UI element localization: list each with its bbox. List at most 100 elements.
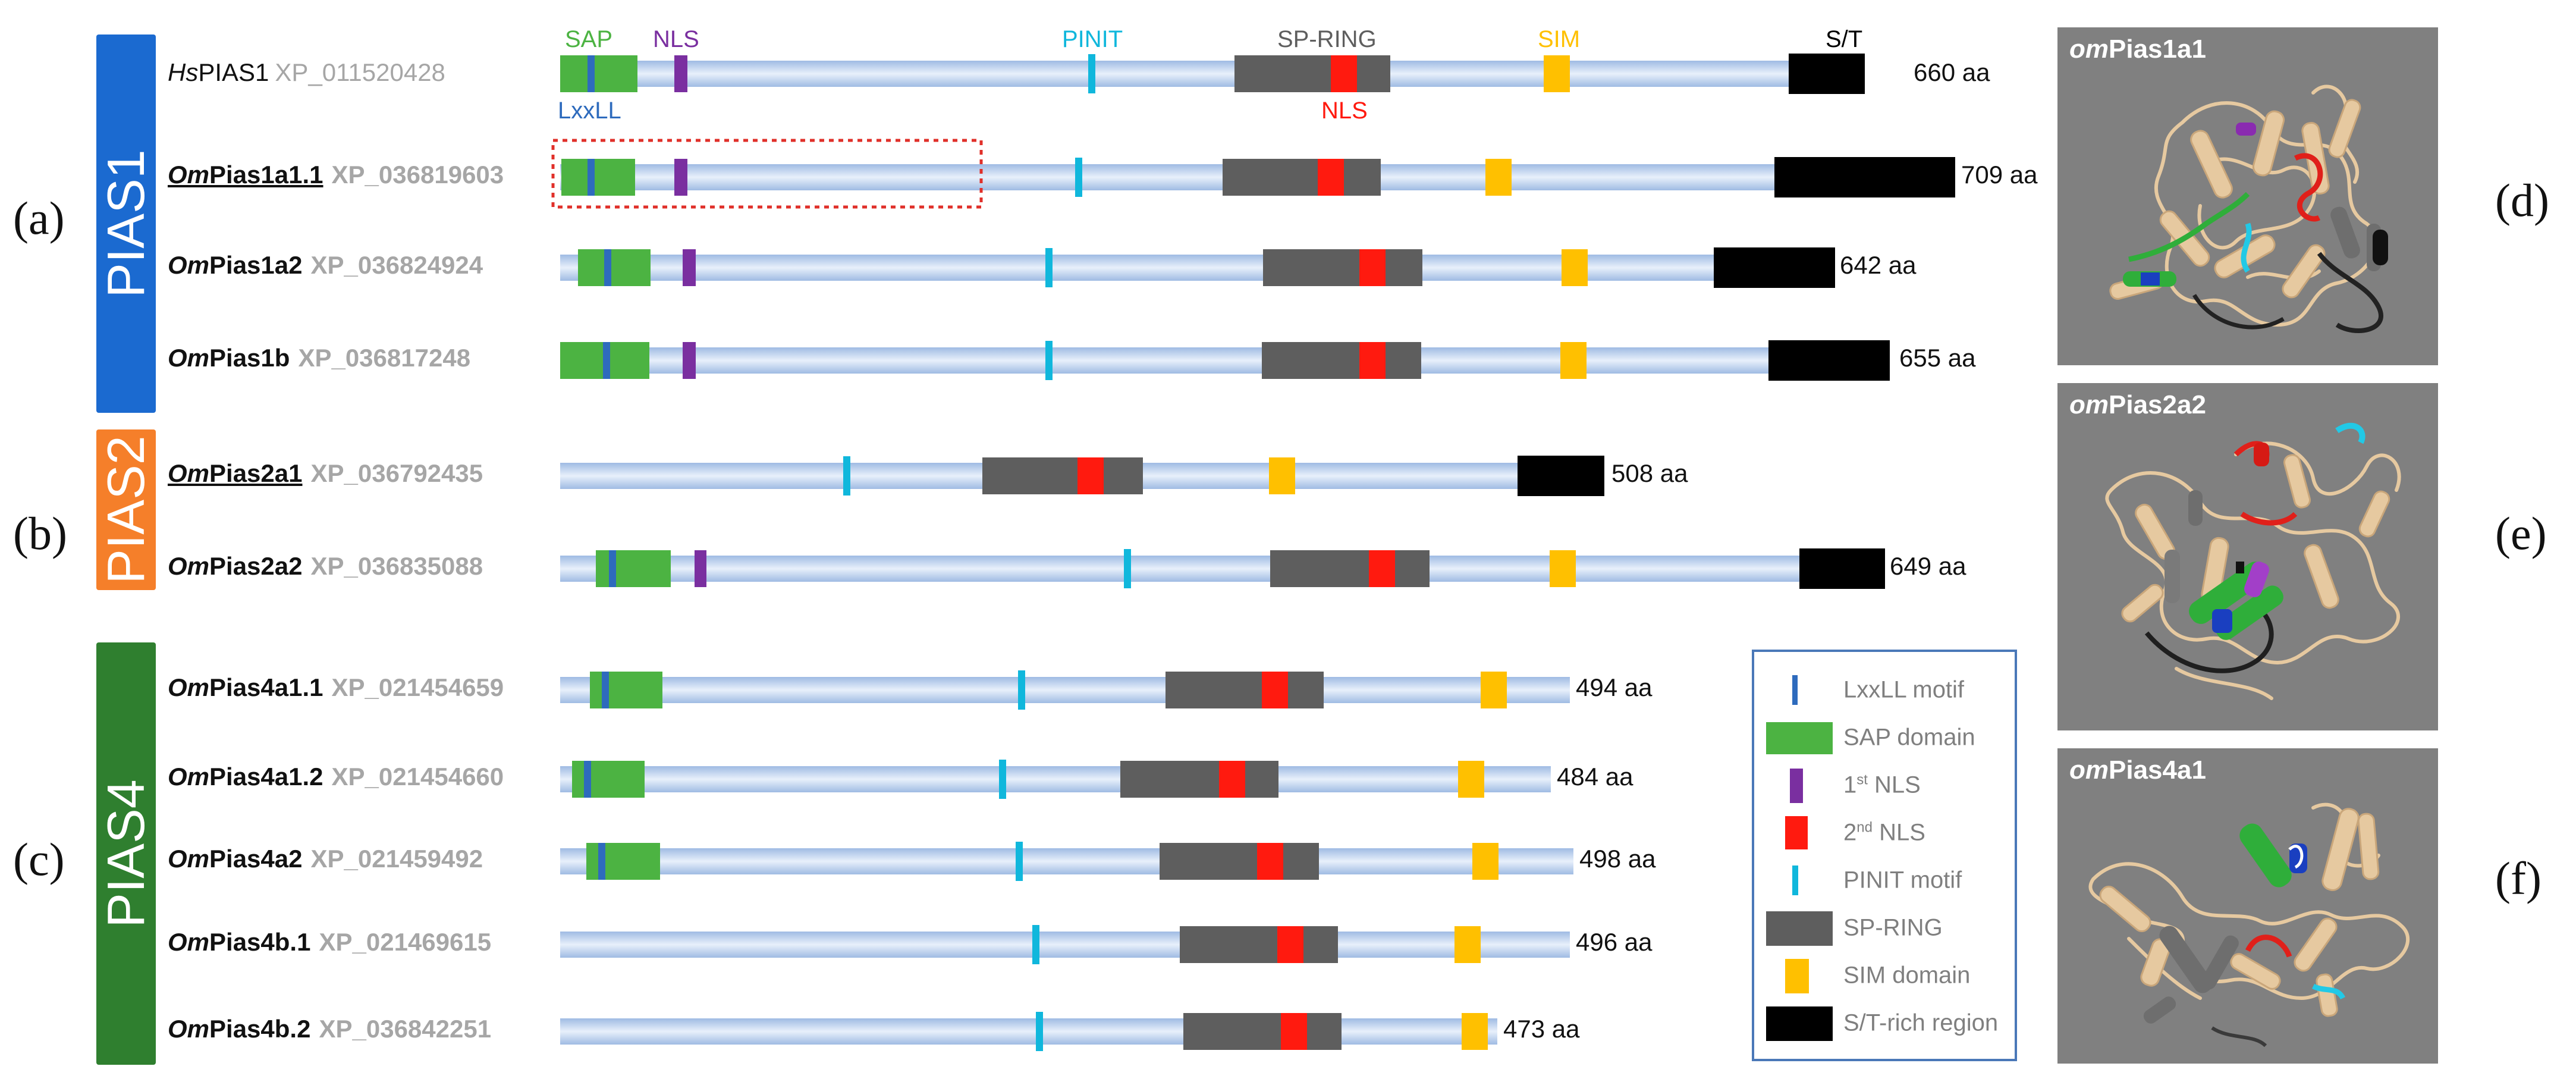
label-sp-ring: SP-RING [1277,26,1377,52]
legend-row-pinit: PINIT motif [1754,857,2015,904]
sim-domain-5 [1550,550,1576,587]
st-rich-region-1 [1774,157,1955,197]
protein-backbone-8 [560,848,1573,874]
label-nls: NLS [653,26,699,52]
structure-panel-ompias2a2: omPias2a2 [2057,383,2438,730]
pinit-motif-5 [1124,549,1131,588]
second-nls-5 [1369,550,1395,587]
legend-swatch-st [1766,1006,1833,1041]
pinit-motif-0 [1088,54,1095,93]
protein-backbone-5 [560,556,1799,582]
protein-backbone-1 [560,164,1774,190]
second-nls-8 [1257,843,1283,880]
second-nls-3 [1359,342,1386,379]
length-ompias4a2: 498 aa [1579,845,1656,873]
protein-backbone-2 [560,255,1714,281]
protein-backbone-9 [560,932,1570,958]
sp-ring-domain-0 [1234,55,1390,92]
protein-name-ompias1a1-1: OmPias1a1.1 XP_036819603 [168,161,504,189]
lxxll-motif-1 [588,159,595,196]
structure-panel-ompias1a1: omPias1a1 [2057,27,2438,365]
sim-domain-0 [1544,55,1570,92]
legend-label-spring: SP-RING [1843,914,1943,941]
protein-structure-render-1 [2109,84,2388,333]
length-ompias4b-2: 473 aa [1503,1015,1580,1043]
lxxll-motif-2 [604,249,611,286]
structure-title-ompias2a2: omPias2a2 [2069,390,2206,419]
st-rich-region-2 [1714,247,1835,288]
structure-title-ompias1a1: omPias1a1 [2069,35,2206,64]
sap-domain-2 [578,249,651,286]
lxxll-motif-8 [598,843,605,880]
lxxll-motif-5 [609,550,616,587]
sim-domain-2 [1562,249,1588,286]
length-ompias1a2: 642 aa [1840,251,1917,279]
legend-label-st: S/T-rich region [1843,1009,1999,1036]
sim-domain-10 [1462,1013,1488,1050]
first-nls-0 [674,55,687,92]
sp-ring-domain-7 [1120,761,1278,798]
length-ompias1b: 655 aa [1899,344,1976,372]
pinit-motif-3 [1045,341,1053,380]
protein-name-ompias4a1-2: OmPias4a1.2 XP_021454660 [168,763,504,791]
lxxll-motif-0 [588,55,595,92]
group-pias2: PIAS2 [96,429,156,590]
panel-letter-b: (b) [13,507,67,559]
pinit-motif-4 [843,456,850,496]
protein-name-hspias1: HsPIAS1 XP_011520428 [168,58,445,86]
sp-ring-domain-2 [1263,249,1422,286]
panel-letter-c: (c) [13,833,65,885]
sap-domain-1 [561,159,635,196]
panel-letter-d: (d) [2495,174,2549,226]
legend-row-st: S/T-rich region [1754,999,2015,1047]
sp-ring-domain-6 [1166,672,1324,708]
protein-name-ompias4a1-1: OmPias4a1.1 XP_021454659 [168,673,504,701]
sim-domain-1 [1485,159,1512,196]
protein-structure-render-2 [2105,422,2401,700]
pinit-motif-10 [1036,1012,1043,1051]
label-sap: SAP [565,26,613,52]
st-rich-region-3 [1768,340,1890,381]
protein-name-ompias4b-1: OmPias4b.1 XP_021469615 [168,928,492,956]
legend-swatch-lxxll [1792,675,1798,705]
length-ompias4a1-2: 484 aa [1557,763,1633,791]
legend-swatch-sap [1766,722,1833,754]
legend-row-lxxll: LxxLL motif [1754,666,2015,714]
legend-row-nls2: 2nd NLS [1754,809,2015,857]
legend-swatch-pinit [1792,866,1798,895]
second-nls-4 [1077,457,1104,494]
length-ompias4a1-1: 494 aa [1576,673,1653,701]
highlight-box [551,139,983,209]
sap-domain-0 [560,55,637,92]
sim-domain-4 [1269,457,1295,494]
legend-label-sim: SIM domain [1843,962,1971,989]
protein-name-ompias4b-2: OmPias4b.2 XP_036842251 [168,1015,492,1043]
label-pinit: PINIT [1062,26,1123,52]
sp-ring-domain-9 [1180,926,1338,963]
legend-row-sim: SIM domain [1754,952,2015,999]
protein-backbone-10 [560,1018,1497,1045]
structure-title-ompias4a1: omPias4a1 [2069,755,2206,785]
legend-swatch-sim [1785,959,1809,993]
legend-swatch-nls1 [1790,769,1803,803]
st-rich-region-4 [1518,456,1604,496]
structure-panel-ompias4a1: omPias4a1 [2057,748,2438,1064]
panel-letter-f: (f) [2495,852,2542,904]
second-nls-9 [1277,926,1303,963]
sp-ring-domain-4 [982,457,1143,494]
second-nls-10 [1281,1013,1307,1050]
protein-name-ompias2a1: OmPias2a1 XP_036792435 [168,459,483,487]
legend-label-sap: SAP domain [1843,724,1975,751]
panel-letter-a: (a) [13,192,65,244]
sp-ring-domain-8 [1160,843,1319,880]
second-nls-7 [1219,761,1245,798]
pinit-motif-9 [1032,925,1039,964]
protein-name-ompias1b: OmPias1b XP_036817248 [168,344,471,372]
sap-domain-8 [586,843,660,880]
sap-domain-7 [572,761,645,798]
protein-backbone-6 [560,677,1570,703]
label-st: S/T [1826,26,1863,52]
legend-label-nls2: 2nd NLS [1843,819,1925,846]
legend-label-nls1: 1st NLS [1843,772,1921,798]
